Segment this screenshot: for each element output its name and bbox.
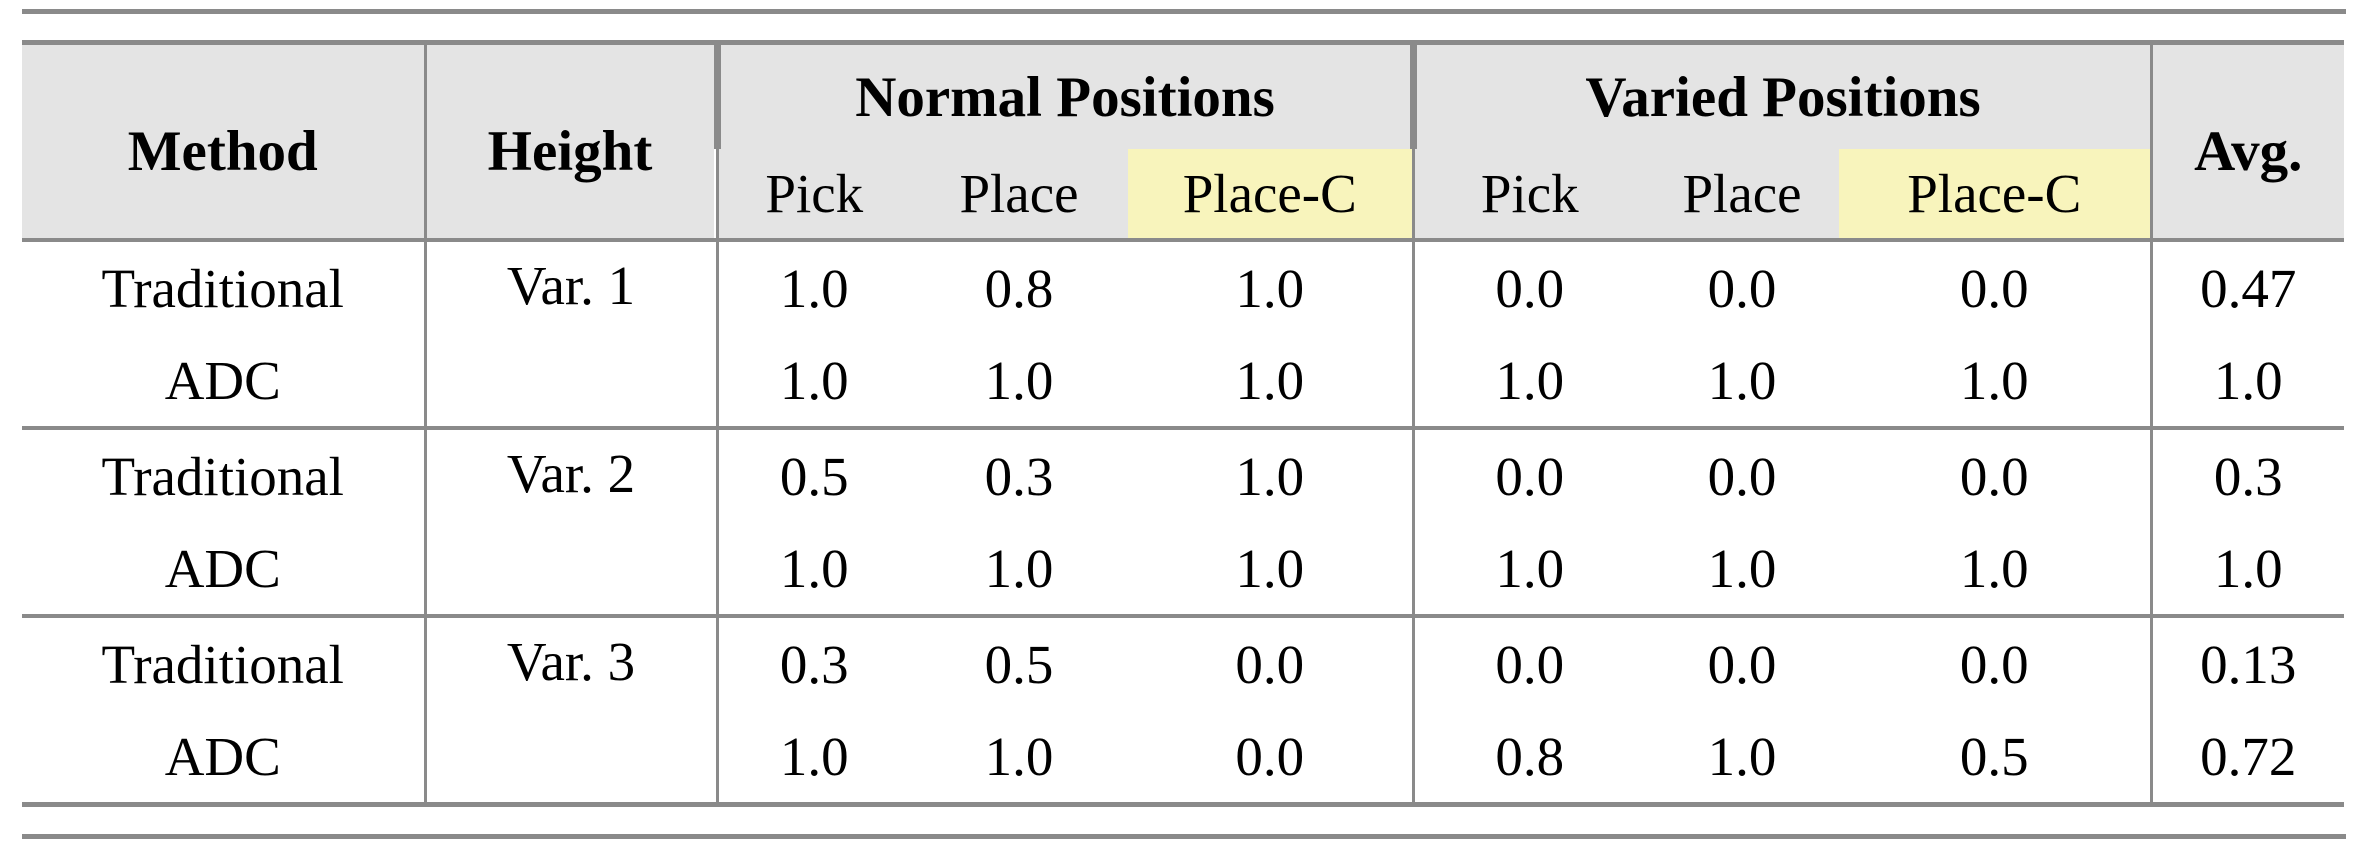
header-row-groups: Method Height Normal Positions Varied Po… <box>22 42 2345 240</box>
results-table: Method Height Normal Positions Varied Po… <box>22 40 2345 807</box>
method-cell: ADC <box>22 522 425 616</box>
avg-column-header: Avg. <box>2149 42 2345 240</box>
data-cell: 1.0 <box>1411 334 1646 428</box>
sub-header-pick: Pick <box>715 149 910 240</box>
table-header: Method Height Normal Positions Varied Po… <box>22 42 2345 240</box>
avg-cell: 0.72 <box>2149 710 2345 805</box>
height-cell: Var. 1 <box>423 238 717 428</box>
table-body: Traditional Var. 1 1.0 0.8 1.0 0.0 0.0 0… <box>22 238 2345 805</box>
data-cell: 0.0 <box>1128 710 1414 805</box>
table-row: ADC 1.0 1.0 1.0 1.0 1.0 1.0 1.0 <box>22 522 2345 616</box>
sub-header-place-c-highlighted: Place-C <box>1128 149 1414 240</box>
method-cell: Traditional <box>22 426 425 522</box>
data-cell: 1.0 <box>715 710 910 805</box>
table-row: ADC 1.0 1.0 1.0 1.0 1.0 1.0 1.0 <box>22 334 2345 428</box>
data-cell: 1.0 <box>715 334 910 428</box>
data-cell: 1.0 <box>1645 522 1840 616</box>
data-cell: 1.0 <box>715 522 910 616</box>
sub-header-place: Place <box>1645 149 1840 240</box>
normal-positions-group-header: Normal Positions <box>713 42 1414 149</box>
data-cell: 0.0 <box>1645 238 1840 334</box>
data-cell: 0.0 <box>1128 614 1414 710</box>
data-cell: 1.0 <box>1411 522 1646 616</box>
table-row: Traditional Var. 3 0.3 0.5 0.0 0.0 0.0 0… <box>22 614 2345 805</box>
sub-header-place: Place <box>910 149 1128 240</box>
data-cell: 0.0 <box>1411 426 1646 522</box>
data-cell: 0.0 <box>1411 614 1646 710</box>
data-cell: 1.0 <box>1128 426 1414 522</box>
height-cell: Var. 3 <box>423 614 717 805</box>
method-column-header: Method <box>22 42 425 240</box>
data-cell: 0.5 <box>910 614 1128 710</box>
data-cell: 0.3 <box>715 614 910 710</box>
data-cell: 0.3 <box>910 426 1128 522</box>
data-cell: 0.0 <box>1839 426 2152 522</box>
avg-cell: 1.0 <box>2149 334 2345 428</box>
data-cell: 1.0 <box>910 334 1128 428</box>
data-cell: 1.0 <box>1645 334 1840 428</box>
method-cell: Traditional <box>22 238 425 334</box>
avg-cell: 0.3 <box>2149 426 2345 522</box>
method-cell: ADC <box>22 710 425 805</box>
sub-header-pick: Pick <box>1411 149 1646 240</box>
data-cell: 1.0 <box>910 522 1128 616</box>
data-cell: 0.8 <box>1411 710 1646 805</box>
data-cell: 0.8 <box>910 238 1128 334</box>
data-cell: 1.0 <box>1128 334 1414 428</box>
bottom-outer-rule <box>22 834 2346 839</box>
avg-cell: 0.47 <box>2149 238 2345 334</box>
data-cell: 1.0 <box>1839 522 2152 616</box>
data-cell: 0.5 <box>1839 710 2152 805</box>
data-cell: 0.0 <box>1645 614 1840 710</box>
varied-positions-group-header: Varied Positions <box>1409 42 2152 149</box>
data-cell: 1.0 <box>910 710 1128 805</box>
height-cell: Var. 2 <box>423 426 717 616</box>
data-cell: 0.0 <box>1839 238 2152 334</box>
data-cell: 1.0 <box>1645 710 1840 805</box>
data-cell: 0.0 <box>1839 614 2152 710</box>
data-cell: 1.0 <box>1128 522 1414 616</box>
table-row: Traditional Var. 2 0.5 0.3 1.0 0.0 0.0 0… <box>22 426 2345 616</box>
top-outer-rule <box>22 9 2346 14</box>
method-cell: Traditional <box>22 614 425 710</box>
avg-cell: 0.13 <box>2149 614 2345 710</box>
table-row: ADC 1.0 1.0 0.0 0.8 1.0 0.5 0.72 <box>22 710 2345 805</box>
data-cell: 0.0 <box>1645 426 1840 522</box>
height-column-header: Height <box>423 42 717 240</box>
avg-cell: 1.0 <box>2149 522 2345 616</box>
data-cell: 1.0 <box>1839 334 2152 428</box>
data-cell: 1.0 <box>1128 238 1414 334</box>
data-cell: 0.5 <box>715 426 910 522</box>
data-cell: 1.0 <box>715 238 910 334</box>
method-cell: ADC <box>22 334 425 428</box>
sub-header-place-c-highlighted: Place-C <box>1839 149 2152 240</box>
table-row: Traditional Var. 1 1.0 0.8 1.0 0.0 0.0 0… <box>22 238 2345 428</box>
data-cell: 0.0 <box>1411 238 1646 334</box>
header-row-subcolumns: Pick Place Place-C Pick Place Place-C <box>22 149 2344 240</box>
